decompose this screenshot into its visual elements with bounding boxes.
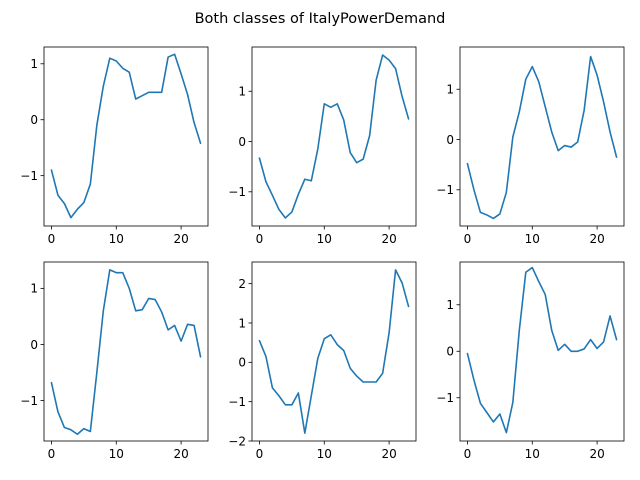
- series-line-1-1: [50, 53, 202, 219]
- x-tick-label-5-0: 0: [256, 447, 264, 461]
- subplot-1: 0 10 20 −1 0 1: [20, 46, 209, 246]
- y-tick-label-2-0: −1: [228, 185, 246, 199]
- x-tick-label-6-0: 0: [464, 447, 472, 461]
- series-line-3-1: [466, 55, 618, 220]
- y-tick-label-4-0: −1: [20, 394, 38, 408]
- x-tick-label-4-2: 20: [173, 447, 188, 461]
- x-tick-label-1-1: 10: [109, 232, 124, 246]
- subplot-3: 0 10 20 −1 0 1: [436, 46, 625, 246]
- series-line-5-1: [258, 269, 410, 434]
- axes-frame-1: [43, 46, 209, 227]
- axes-frame-5: [251, 261, 417, 442]
- series-line-4-1: [50, 269, 202, 436]
- y-tick-label-2-2: 1: [238, 85, 246, 99]
- y-tick-label-3-0: −1: [436, 183, 454, 197]
- axes-frame-4: [43, 261, 209, 442]
- subplot-2: 0 10 20 −1 0 1: [228, 46, 417, 246]
- x-tick-label-5-2: 20: [381, 447, 396, 461]
- y-tick-label-3-2: 1: [446, 83, 454, 97]
- y-tick-label-6-1: 0: [446, 345, 454, 359]
- x-tick-label-6-1: 10: [525, 447, 540, 461]
- x-tick-label-2-1: 10: [317, 232, 332, 246]
- x-tick-label-3-1: 10: [525, 232, 540, 246]
- y-tick-label-6-0: −1: [436, 391, 454, 405]
- y-tick-label-1-2: 1: [30, 57, 38, 71]
- figure-title: Both classes of ItalyPowerDemand: [195, 11, 446, 27]
- axes-frame-3: [459, 46, 625, 227]
- y-tick-label-5-2: 0: [238, 356, 246, 370]
- x-tick-label-2-0: 0: [256, 232, 264, 246]
- y-tick-label-6-2: 1: [446, 298, 454, 312]
- y-tick-label-5-4: 2: [238, 277, 246, 291]
- x-tick-label-4-1: 10: [109, 447, 124, 461]
- x-tick-label-1-2: 20: [173, 232, 188, 246]
- subplot-6: 0 10 20 −1 0 1: [436, 261, 625, 461]
- subplot-5: 0 10 20 −2 −1 0 1 2: [228, 261, 417, 461]
- y-tick-label-5-0: −2: [228, 434, 246, 448]
- x-tick-label-2-2: 20: [381, 232, 396, 246]
- x-tick-label-4-0: 0: [48, 447, 56, 461]
- y-tick-label-5-3: 1: [238, 316, 246, 330]
- y-tick-label-4-2: 1: [30, 282, 38, 296]
- x-tick-label-1-0: 0: [48, 232, 56, 246]
- subplot-4: 0 10 20 −1 0 1: [20, 261, 209, 461]
- axes-frame-2: [251, 46, 417, 227]
- y-tick-label-5-1: −1: [228, 395, 246, 409]
- x-tick-label-3-2: 20: [589, 232, 604, 246]
- series-line-6-1: [466, 266, 618, 434]
- y-tick-label-4-1: 0: [30, 338, 38, 352]
- y-tick-label-1-1: 0: [30, 113, 38, 127]
- x-tick-label-3-0: 0: [464, 232, 472, 246]
- y-tick-label-1-0: −1: [20, 169, 38, 183]
- series-line-2-1: [258, 54, 410, 219]
- x-tick-label-6-2: 20: [589, 447, 604, 461]
- y-tick-label-2-1: 0: [238, 135, 246, 149]
- x-tick-label-5-1: 10: [317, 447, 332, 461]
- y-tick-label-3-1: 0: [446, 133, 454, 147]
